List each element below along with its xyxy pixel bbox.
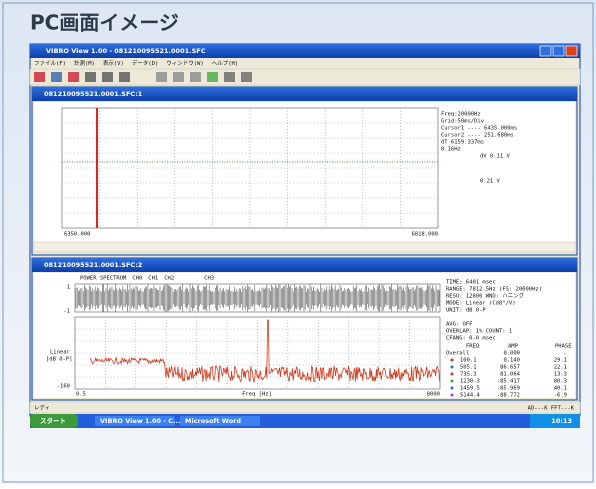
menu-item[interactable]: 表示(V) [103, 59, 124, 67]
table-cell: 29.1 [554, 358, 567, 364]
table-cell: 100.1 [460, 358, 477, 364]
table-cell: 81.064 [500, 372, 521, 378]
x-right-label-1: 6818.000 [412, 232, 439, 238]
table-cell: -85.969 [497, 386, 520, 392]
table-cell: 13.3 [554, 372, 567, 378]
minimize-button[interactable] [540, 46, 551, 56]
status-left: レディ [34, 404, 50, 412]
table-cell: -6.9 [554, 393, 567, 399]
info-text: Cursor1 ---- 6435.000ms [441, 126, 517, 132]
tool-button[interactable] [34, 72, 45, 82]
window-buttons [540, 46, 577, 56]
info-text: MODE: Linear (Cd8°/V) [446, 301, 516, 307]
channel-label: CH2 [164, 276, 174, 282]
table-cell: 1459.5 [460, 386, 480, 392]
info-text: Freq:20000Hz [441, 112, 481, 118]
tool-button[interactable] [173, 72, 184, 82]
info-text: RESO: 12800 WND: ハニング [446, 292, 525, 300]
maximize-button[interactable] [553, 46, 564, 56]
marker-dot [451, 373, 454, 376]
clock: 10:13 [551, 417, 572, 425]
x-left-label-1: 6350.000 [64, 232, 91, 238]
tool-button[interactable] [224, 72, 235, 82]
close-button[interactable] [566, 46, 577, 56]
info-text: dT 6159.337ms [441, 140, 484, 146]
tool-button[interactable] [190, 72, 201, 82]
table-cell: 0.140 [503, 358, 520, 364]
tool-button[interactable] [207, 72, 218, 82]
menu-item[interactable]: ヘルプ(H) [212, 60, 238, 67]
child-title-2: 081210095521.0001.SFC:2 [44, 261, 142, 269]
menu-item[interactable]: ファイル(F) [34, 60, 66, 67]
scrollbar-1[interactable] [34, 242, 575, 252]
mode-label: Linear [50, 350, 71, 356]
table-header: AMP [508, 344, 519, 350]
channel-label: CH0 [132, 276, 142, 282]
table-header: PHASE [555, 344, 572, 350]
table-cell: 0.000 [503, 351, 520, 357]
menu-item[interactable]: データ(D) [132, 59, 158, 67]
x-right-label-2: 8000 [427, 392, 440, 398]
table-cell: - [564, 351, 567, 357]
table-cell: 80.3 [554, 379, 567, 385]
table-header: FREQ [466, 344, 479, 350]
task-label: VIBRO View 1.00 - C... [100, 417, 180, 425]
info-text: CFANG: 0-0 msec [446, 336, 496, 342]
info-text: RANGE: 7812.5Hz (FS: 20000Hz) [446, 287, 542, 293]
y-label: -160 [57, 384, 70, 390]
table-cell: 40.1 [554, 386, 567, 392]
channel-label: CH3 [204, 276, 214, 282]
child-title-1: 081210095521.0001.SFC:1 [44, 90, 143, 98]
tool-button[interactable] [156, 72, 167, 82]
table-cell: 1230.3 [460, 379, 480, 385]
info-text: 0.16Hz [441, 147, 461, 153]
info-text: Grid:50ms/Div [441, 119, 485, 125]
info-text: Cursor2 ---- 251.680ms [441, 133, 514, 139]
info-text: UNIT: dB 0-P [446, 308, 486, 314]
unit-label: [dB 0-P] [46, 357, 73, 363]
menu-item[interactable]: 計測(M) [74, 59, 95, 67]
marker-dot [451, 366, 454, 369]
info-text: 0.21 V [480, 179, 501, 185]
y-label: -1 [63, 309, 70, 315]
tool-button[interactable] [102, 72, 113, 82]
tool-button[interactable] [119, 72, 130, 82]
table-cell: -85.417 [497, 379, 520, 385]
marker-dot [451, 380, 454, 383]
status-right: AD---K FFT---K [528, 406, 575, 412]
marker-dot [451, 394, 454, 397]
info-text: TIME: 6401 msec [446, 280, 496, 286]
table-cell: 735.3 [460, 372, 477, 378]
tool-button[interactable] [51, 72, 62, 82]
info-text: OVERLAP: 1% COUNT: 1 [446, 329, 512, 335]
table-cell: Overall [446, 351, 469, 357]
channel-label: POWER SPECTRUM [80, 276, 127, 282]
table-cell: 505.1 [460, 365, 477, 371]
x-axis-label: Freq [Hz] [242, 392, 272, 398]
status-bar [30, 402, 580, 413]
table-cell: 86.657 [500, 365, 520, 371]
tool-button[interactable] [85, 72, 96, 82]
start-label: スタート [40, 416, 66, 425]
page-title: PC画面イメージ [30, 11, 179, 35]
x-left-label-2: 0.5 [76, 392, 86, 398]
table-cell: -88.772 [497, 393, 520, 399]
y-label: 1 [67, 285, 70, 291]
tool-button[interactable] [68, 72, 79, 82]
marker-dot [451, 387, 454, 390]
marker-dot [451, 359, 454, 362]
task-label: Microsoft Word [185, 417, 241, 425]
info-text: dV 0.11 V [480, 154, 510, 160]
channel-label: CH1 [148, 276, 158, 282]
table-cell: 5144.4 [460, 393, 481, 399]
taskbar-items: VIBRO View 1.00 - C... Microsoft Word [95, 416, 260, 426]
screenshot: PC画面イメージ VIBRO View 1.00 - 081210095521.… [0, 0, 596, 485]
window-title: VIBRO View 1.00 - 081210095521.0001.SFC [46, 47, 206, 55]
info-text: AVG: OFF [446, 322, 473, 328]
tool-button[interactable] [241, 72, 252, 82]
menu-item[interactable]: ウィンドウ(W) [166, 59, 203, 67]
table-cell: 22.1 [554, 365, 567, 371]
